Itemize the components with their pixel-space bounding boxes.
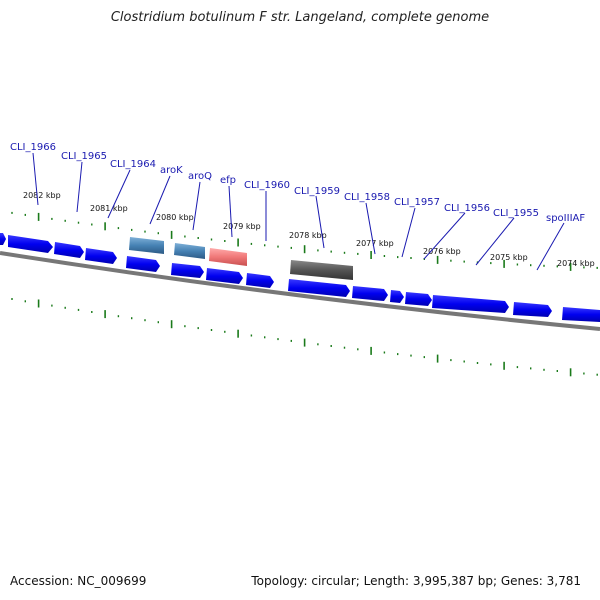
leader-line <box>76 161 83 213</box>
leader-line <box>315 195 325 249</box>
gene-label-cli-1960: CLI_1960 <box>244 180 290 191</box>
gene-label-group: CLI_1966 CLI_1965 CLI_1964 aroK aroQ efp… <box>10 142 585 224</box>
gene-feature-cds <box>352 286 388 301</box>
gene-feature-cli-1959-box <box>290 260 353 280</box>
kbp-label: 2076 kbp <box>423 247 461 256</box>
outer-tick-track <box>11 211 598 271</box>
gene-label-cli-1966: CLI_1966 <box>10 142 56 153</box>
gene-feature-cds <box>206 268 243 284</box>
inner-tick-track <box>11 298 598 377</box>
gene-label-efp: efp <box>220 175 236 186</box>
kbp-label: 2081 kbp <box>90 204 128 213</box>
kbp-label: 2074 kbp <box>557 259 595 268</box>
gene-feature-cds <box>432 295 509 313</box>
leader-line <box>107 169 131 219</box>
kbp-label: 2079 kbp <box>223 222 261 231</box>
leader-line <box>228 185 233 238</box>
leader-line <box>149 175 171 225</box>
gene-label-cli-1955: CLI_1955 <box>493 208 539 219</box>
label-leader-lines <box>32 152 565 271</box>
gene-label-cli-1956: CLI_1956 <box>444 203 490 214</box>
gene-label-cli-1957: CLI_1957 <box>394 197 440 208</box>
gene-feature-cds <box>513 302 552 317</box>
gene-label-cli-1964: CLI_1964 <box>110 159 156 170</box>
leader-line <box>536 222 565 271</box>
leader-line <box>365 202 376 255</box>
kbp-label: 2077 kbp <box>356 239 394 248</box>
gene-label-cli-1965: CLI_1965 <box>61 151 107 162</box>
gene-feature-cds <box>390 290 404 303</box>
leader-line <box>475 217 515 266</box>
gene-feature-arok-box <box>129 237 164 254</box>
kbp-label-group: 2082 kbp 2081 kbp 2080 kbp 2079 kbp 2078… <box>23 191 595 268</box>
leader-line <box>32 152 39 206</box>
kbp-label: 2075 kbp <box>490 253 528 262</box>
gene-feature-cds <box>246 273 274 288</box>
gene-feature-group <box>0 233 600 322</box>
gene-label-cli-1959: CLI_1959 <box>294 186 340 197</box>
gene-feature-cds <box>171 263 204 278</box>
accession-text: Accession: NC_009699 <box>10 574 147 588</box>
gene-feature-aroq-box <box>174 243 205 259</box>
gene-feature-cds <box>0 233 6 245</box>
leader-line <box>192 181 201 231</box>
gene-label-aroq: aroQ <box>188 171 212 182</box>
gene-feature-cds <box>8 235 53 253</box>
kbp-label: 2078 kbp <box>289 231 327 240</box>
genome-backbone <box>0 251 600 331</box>
map-title: Clostridium botulinum F str. Langeland, … <box>110 10 490 25</box>
gene-feature-efp-box <box>209 248 247 266</box>
gene-label-spoiiiaf: spoIIIAF <box>546 213 585 224</box>
gene-feature-cds <box>405 292 432 306</box>
genome-summary-text: Topology: circular; Length: 3,995,387 bp… <box>251 574 581 588</box>
kbp-label: 2080 kbp <box>156 213 194 222</box>
gene-label-arok: aroK <box>160 165 183 176</box>
gene-label-cli-1958: CLI_1958 <box>344 192 390 203</box>
gene-feature-cds <box>562 307 600 322</box>
gene-feature-cds <box>126 256 160 272</box>
gene-feature-cds <box>54 242 84 258</box>
gene-feature-cds <box>288 279 350 297</box>
leader-line <box>423 212 466 260</box>
gene-feature-cds <box>85 248 117 264</box>
leader-line <box>401 207 416 258</box>
kbp-label: 2082 kbp <box>23 191 61 200</box>
